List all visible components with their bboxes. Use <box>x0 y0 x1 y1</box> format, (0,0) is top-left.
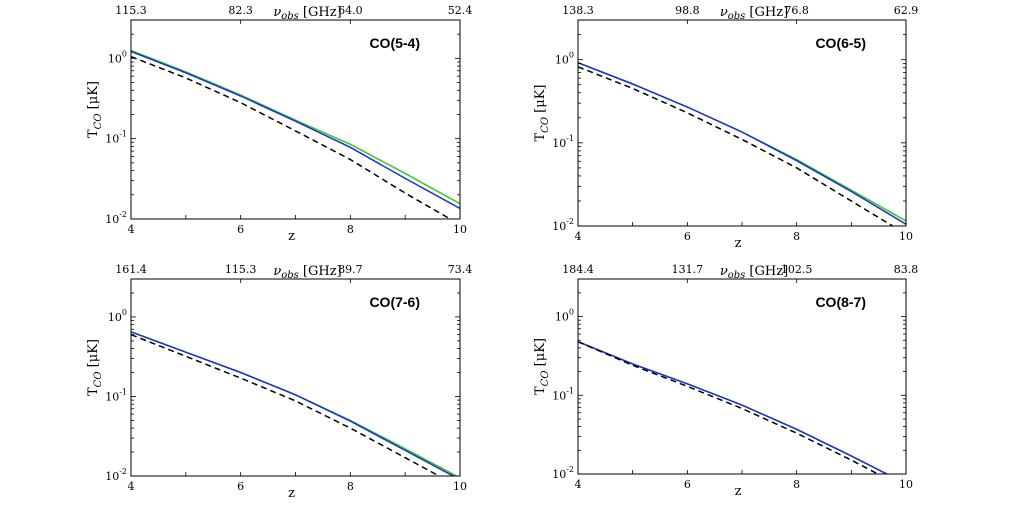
top-tick-label: 161.4 <box>115 263 147 276</box>
series-line-black-dashed <box>131 55 452 219</box>
top-tick-label: 62.9 <box>894 4 919 17</box>
panel-title: CO(7-6) <box>369 294 420 310</box>
series-line-blue <box>578 341 889 474</box>
panel-title: CO(5-4) <box>369 35 420 51</box>
top-tick-label: 83.8 <box>894 263 919 276</box>
series-line-green <box>131 49 460 205</box>
x-axis-label: z <box>288 229 295 244</box>
top-tick-label: 89.7 <box>338 263 363 276</box>
top-axis-label: νobs [GHz] <box>720 264 788 281</box>
y-tick-label: 10-2 <box>105 210 127 226</box>
series-line-black-dashed <box>131 333 441 476</box>
y-tick-label: 10-1 <box>105 130 127 146</box>
y-tick-label: 100 <box>108 49 127 65</box>
x-axis-label: z <box>288 486 295 501</box>
x-tick-label: 4 <box>575 230 582 243</box>
top-tick-label: 184.4 <box>562 263 594 276</box>
x-tick-label: 6 <box>684 230 691 243</box>
top-axis-label: νobs [GHz] <box>720 5 788 22</box>
series-line-blue <box>578 62 906 225</box>
top-tick-label: 115.3 <box>115 4 147 17</box>
y-axis-label: TCO [μK] <box>533 338 551 395</box>
y-tick-label: 10-1 <box>552 134 574 150</box>
top-tick-label: 102.5 <box>781 263 813 276</box>
y-tick-label: 100 <box>555 308 574 324</box>
y-tick-label: 10-1 <box>552 386 574 402</box>
y-tick-label: 10-2 <box>105 467 127 483</box>
chart-panel-3: 10-2 10-1 100 4 6 8 10 161.4 115.3 89.7 73.4 z TCO [… <box>86 263 472 501</box>
svg-text:TCO [μK]: TCO [μK] <box>533 85 551 142</box>
x-tick-label: 10 <box>899 478 913 491</box>
y-tick-label: 10-1 <box>105 387 127 403</box>
x-tick-label: 4 <box>128 223 135 236</box>
series-line-black-dashed <box>578 341 880 474</box>
y-axis-label: TCO [μK] <box>86 81 104 138</box>
y-axis-label: TCO [μK] <box>86 339 104 396</box>
top-axis-label: νobs [GHz] <box>273 5 341 22</box>
top-tick-label: 82.3 <box>228 4 253 17</box>
x-axis-label: z <box>735 484 742 499</box>
svg-text:TCO [μK]: TCO [μK] <box>86 339 104 396</box>
x-tick-label: 8 <box>347 480 354 493</box>
x-tick-label: 4 <box>128 480 135 493</box>
top-tick-label: 73.4 <box>448 263 473 276</box>
x-tick-label: 8 <box>347 223 354 236</box>
chart-panel-1: 10-2 10-1 100 4 6 8 10 115.3 82.3 64.0 52.4 z TCO [μ… <box>86 4 472 244</box>
svg-text:TCO [μK]: TCO [μK] <box>533 338 551 395</box>
y-tick-label: 10-2 <box>552 217 574 233</box>
chart-panel-4: 10-2 10-1 100 4 6 8 10 184.4 131.7 102.5 83.8 z TCO … <box>533 263 918 499</box>
x-tick-label: 4 <box>575 478 582 491</box>
y-tick-label: 10-2 <box>552 465 574 481</box>
series-line-blue <box>131 331 455 476</box>
top-tick-label: 138.3 <box>562 4 594 17</box>
top-tick-label: 115.3 <box>225 263 257 276</box>
top-tick-label: 52.4 <box>448 4 473 17</box>
x-tick-label: 8 <box>793 478 800 491</box>
top-axis-label: νobs [GHz] <box>273 264 341 281</box>
x-tick-label: 8 <box>793 230 800 243</box>
x-tick-label: 10 <box>453 223 467 236</box>
series-line-blue <box>131 50 460 210</box>
series-line-black-dashed <box>578 66 895 226</box>
top-tick-label: 131.7 <box>672 263 704 276</box>
top-tick-label: 76.8 <box>784 4 809 17</box>
top-tick-label: 64.0 <box>338 4 363 17</box>
x-axis-label: z <box>735 236 742 251</box>
x-tick-label: 10 <box>453 480 467 493</box>
y-tick-label: 100 <box>108 308 127 324</box>
panel-title: CO(6-5) <box>815 35 866 51</box>
x-tick-label: 6 <box>237 480 244 493</box>
chart-panel-2: 10-2 10-1 100 4 6 8 10 138.3 98.8 76.8 62.9 z TCO [μ… <box>533 4 918 251</box>
svg-text:TCO [μK]: TCO [μK] <box>86 81 104 138</box>
top-tick-label: 98.8 <box>675 4 700 17</box>
x-tick-label: 6 <box>237 223 244 236</box>
y-axis-label: TCO [μK] <box>533 85 551 142</box>
x-tick-label: 6 <box>684 478 691 491</box>
x-tick-label: 10 <box>899 230 913 243</box>
y-tick-label: 100 <box>555 51 574 67</box>
panel-title: CO(8-7) <box>815 294 866 310</box>
